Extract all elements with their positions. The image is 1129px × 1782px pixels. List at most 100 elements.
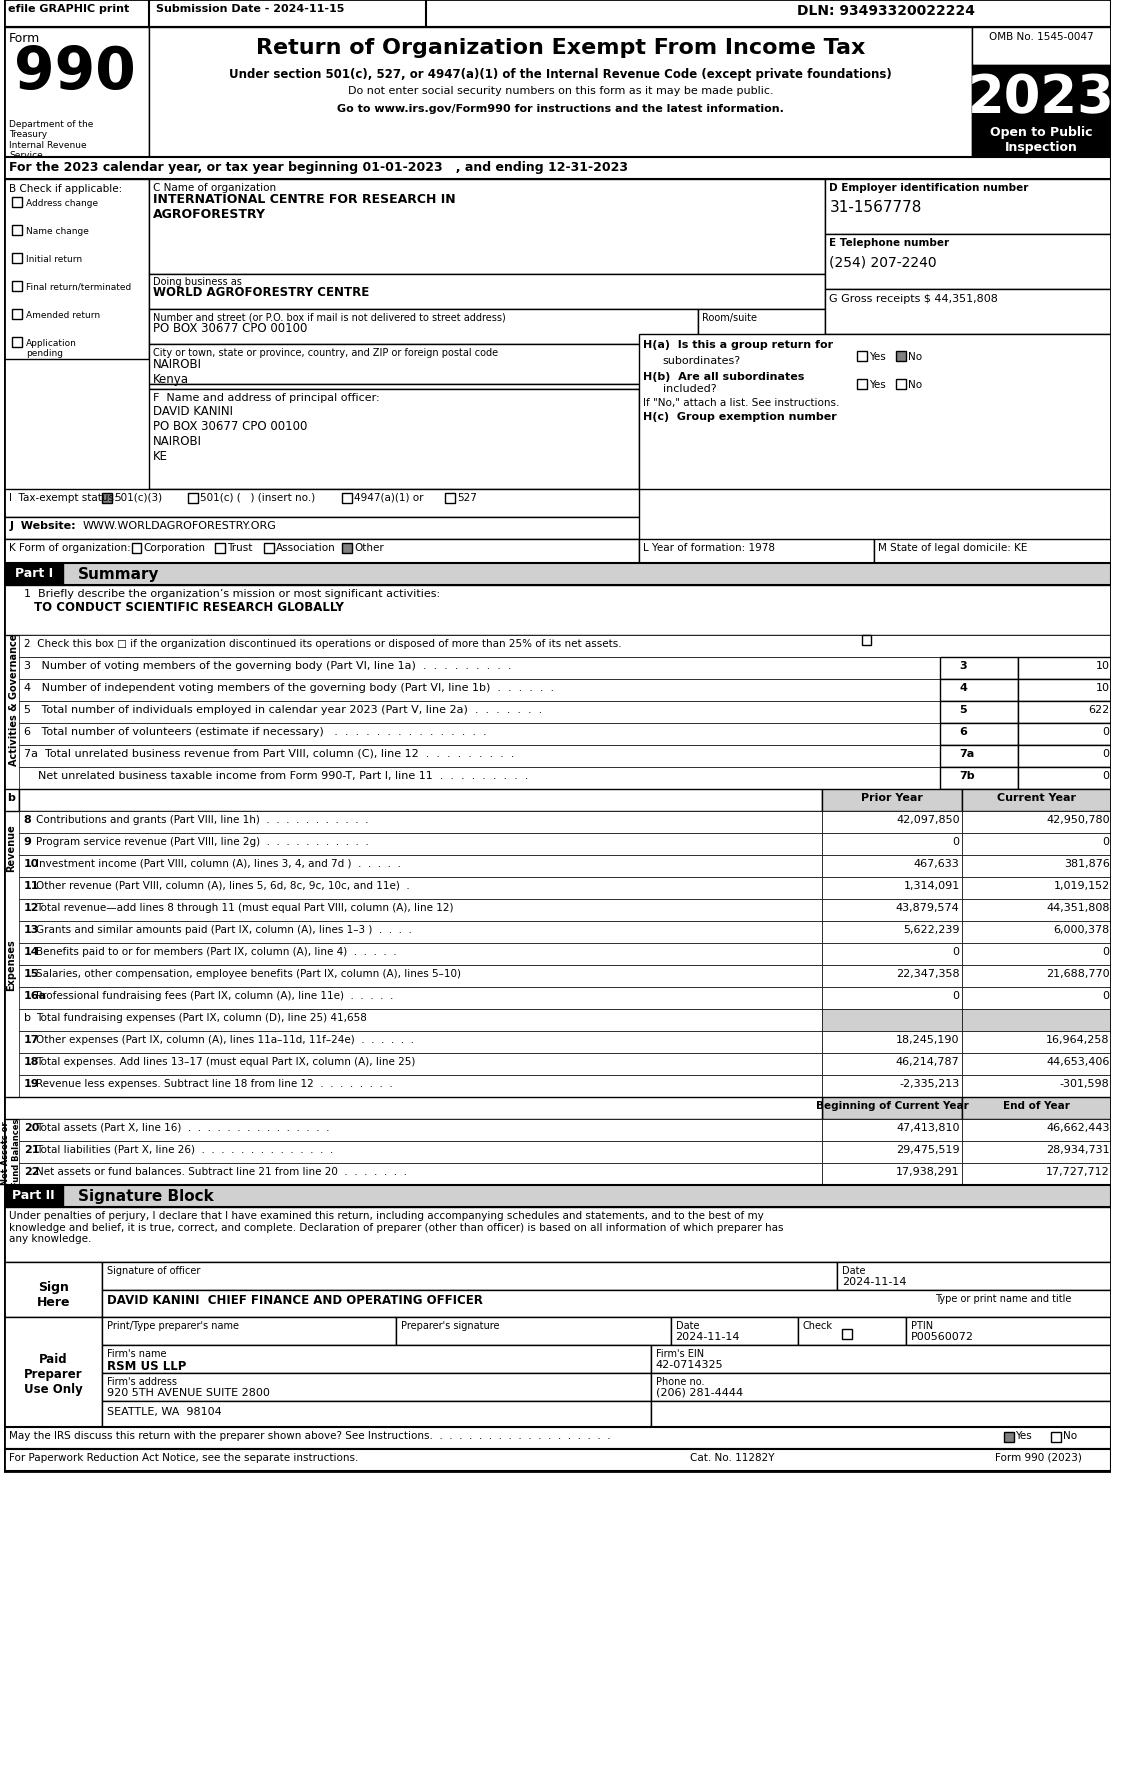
Text: Total assets (Part X, line 16)  .  .  .  .  .  .  .  .  .  .  .  .  .  .  .: Total assets (Part X, line 16) . . . . .… (36, 1123, 330, 1132)
Text: Doing business as: Doing business as (154, 276, 242, 287)
Bar (962, 987, 1111, 1009)
Bar (5, 1449, 1111, 1472)
Text: Firm's address: Firm's address (107, 1376, 177, 1386)
Text: Room/suite: Room/suite (702, 314, 756, 323)
Text: 16,964,258: 16,964,258 (1047, 1034, 1110, 1044)
Bar (651, 1374, 1111, 1401)
Bar (896, 351, 905, 362)
Bar (5, 1208, 1111, 1262)
Text: H(a)  Is this a group return for: H(a) Is this a group return for (644, 340, 833, 349)
Bar (19, 834, 823, 855)
Text: 0: 0 (1103, 836, 1110, 846)
Text: Activities & Governance: Activities & Governance (9, 633, 19, 766)
Text: 2  Check this box □ if the organization discontinued its operations or disposed : 2 Check this box □ if the organization d… (24, 638, 621, 649)
Text: For Paperwork Reduction Act Notice, see the separate instructions.: For Paperwork Reduction Act Notice, see … (9, 1452, 359, 1463)
Bar (825, 235, 1111, 290)
Bar (1018, 745, 1111, 768)
Bar (5, 180, 149, 360)
Text: 5: 5 (960, 704, 968, 715)
Bar (5, 586, 1111, 636)
Text: 622: 622 (1088, 704, 1110, 715)
Bar (940, 745, 1018, 768)
Bar (5, 1185, 1111, 1208)
Bar (149, 274, 825, 310)
Text: OMB No. 1545-0047: OMB No. 1545-0047 (989, 32, 1093, 43)
Text: Do not enter social security numbers on this form as it may be made public.: Do not enter social security numbers on … (348, 86, 773, 96)
Text: Open to Public
Inspection: Open to Public Inspection (990, 127, 1092, 153)
Text: subordinates?: subordinates? (663, 356, 741, 365)
Bar (823, 966, 962, 987)
Text: Revenue: Revenue (6, 823, 16, 871)
Bar (215, 544, 225, 554)
Text: 4947(a)(1) or: 4947(a)(1) or (355, 494, 423, 503)
Text: 18,245,190: 18,245,190 (896, 1034, 960, 1044)
Text: Go to www.irs.gov/Form990 for instructions and the latest information.: Go to www.irs.gov/Form990 for instructio… (338, 103, 785, 114)
Text: 7b: 7b (960, 770, 975, 781)
Bar (962, 966, 1111, 987)
Text: 0: 0 (1103, 946, 1110, 957)
Text: B Check if applicable:: B Check if applicable: (9, 184, 122, 194)
Bar (5, 159, 1111, 180)
Bar (5, 789, 19, 811)
Text: PO BOX 30677 CPO 00100: PO BOX 30677 CPO 00100 (154, 323, 307, 335)
Text: 0: 0 (1103, 748, 1110, 759)
Text: Program service revenue (Part VIII, line 2g)  .  .  .  .  .  .  .  .  .  .  .: Program service revenue (Part VIII, line… (36, 836, 368, 846)
Text: Preparer's signature: Preparer's signature (401, 1320, 500, 1329)
Bar (823, 1140, 962, 1164)
Bar (19, 966, 823, 987)
Bar (823, 834, 962, 855)
Bar (19, 789, 823, 811)
Bar (1004, 1433, 1014, 1442)
Text: 28,934,731: 28,934,731 (1045, 1144, 1110, 1155)
Text: Professional fundraising fees (Part IX, column (A), line 11e)  .  .  .  .  .: Professional fundraising fees (Part IX, … (36, 991, 393, 1000)
Bar (857, 351, 867, 362)
Bar (823, 943, 962, 966)
Text: 16a: 16a (24, 991, 47, 1000)
Text: 8: 8 (24, 814, 32, 825)
Text: 21: 21 (24, 1144, 40, 1155)
Text: 0: 0 (1103, 727, 1110, 736)
Bar (823, 921, 962, 943)
Bar (823, 877, 962, 900)
Text: Number and street (or P.O. box if mail is not delivered to street address): Number and street (or P.O. box if mail i… (154, 314, 506, 323)
Text: DLN: 93493320022224: DLN: 93493320022224 (797, 4, 975, 18)
Text: J  Website:: J Website: (9, 520, 76, 531)
Text: Address change: Address change (26, 200, 98, 208)
Text: Other expenses (Part IX, column (A), lines 11a–11d, 11f–24e)  .  .  .  .  .  .: Other expenses (Part IX, column (A), lin… (36, 1034, 413, 1044)
Bar (875, 540, 1111, 563)
Bar (823, 1009, 962, 1032)
Bar (5, 1185, 63, 1208)
Text: If "No," attach a list. See instructions.: If "No," attach a list. See instructions… (644, 397, 840, 408)
Bar (962, 1164, 1111, 1185)
Text: 9: 9 (24, 836, 32, 846)
Bar (972, 29, 1111, 66)
Bar (103, 1401, 651, 1427)
Text: Summary: Summary (78, 567, 159, 581)
Text: 7a  Total unrelated business revenue from Part VIII, column (C), line 12  .  .  : 7a Total unrelated business revenue from… (24, 748, 514, 759)
Bar (972, 121, 1111, 159)
Text: 5   Total number of individuals employed in calendar year 2023 (Part V, line 2a): 5 Total number of individuals employed i… (24, 704, 542, 715)
Text: Initial return: Initial return (26, 255, 82, 264)
Bar (962, 1053, 1111, 1075)
Bar (19, 745, 940, 768)
Text: Current Year: Current Year (997, 793, 1076, 802)
Text: included?: included? (663, 383, 717, 394)
Bar (19, 921, 823, 943)
Bar (962, 877, 1111, 900)
Bar (19, 768, 940, 789)
Bar (823, 900, 962, 921)
Text: Yes: Yes (868, 351, 885, 362)
Bar (5, 563, 1111, 586)
Bar (5, 29, 149, 159)
Text: Print/Type preparer's name: Print/Type preparer's name (107, 1320, 239, 1329)
Text: Part I: Part I (15, 567, 53, 579)
Text: 17,727,712: 17,727,712 (1045, 1167, 1110, 1176)
Bar (19, 1075, 823, 1098)
Bar (103, 1317, 396, 1345)
Text: 2024-11-14: 2024-11-14 (675, 1331, 739, 1342)
Text: 22,347,358: 22,347,358 (896, 968, 960, 978)
Text: Signature Block: Signature Block (78, 1189, 213, 1203)
Bar (19, 702, 940, 723)
Bar (972, 66, 1111, 121)
Text: 10: 10 (1095, 683, 1110, 693)
